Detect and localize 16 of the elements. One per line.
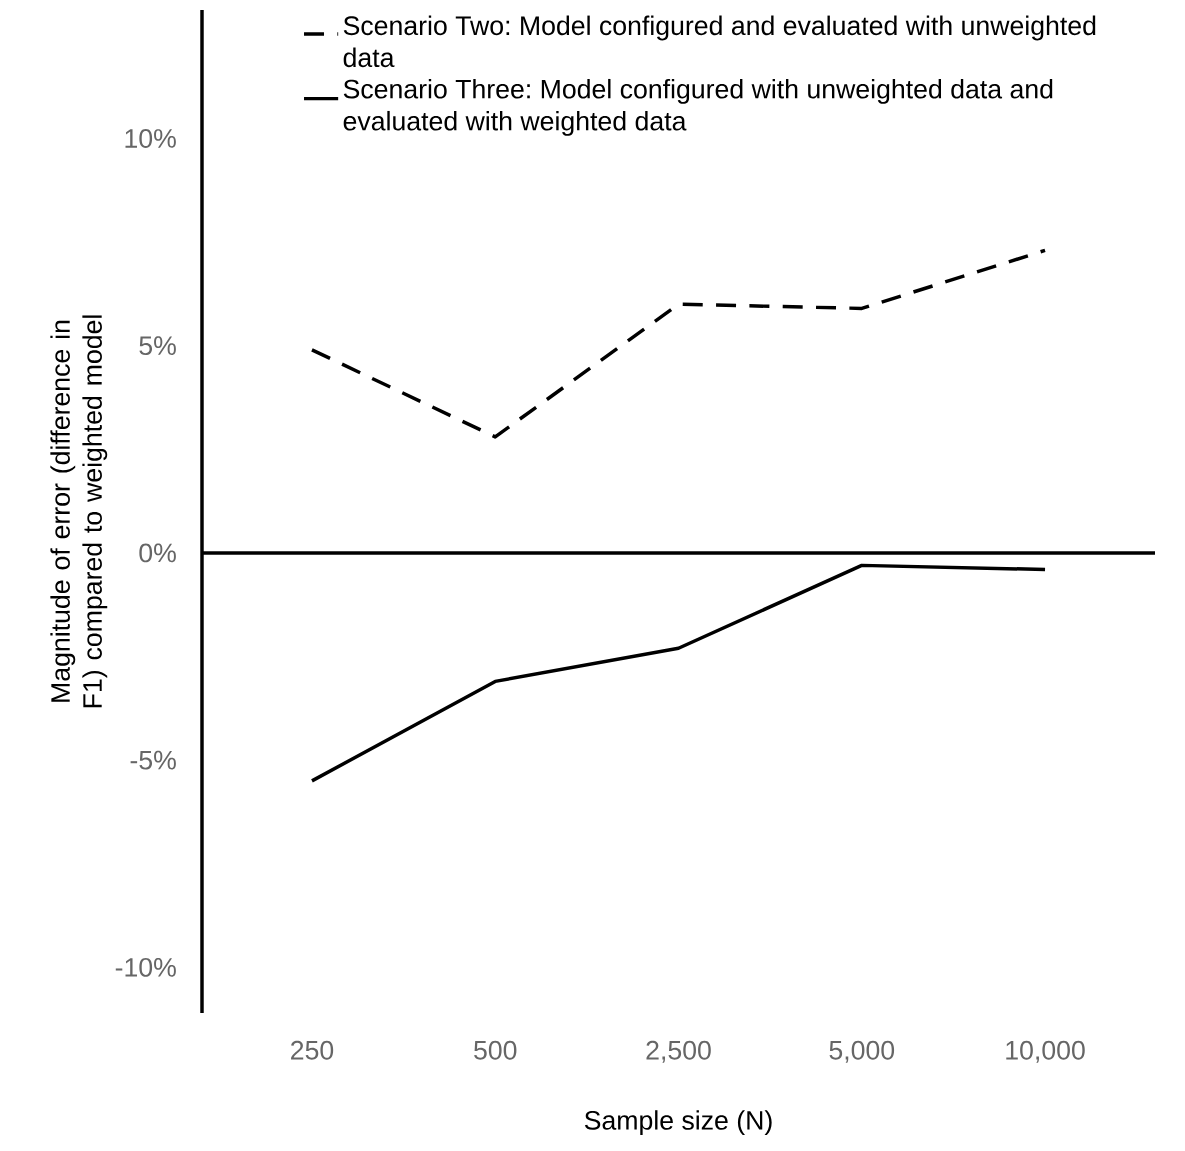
y-tick-label: -10%: [115, 957, 176, 977]
y-tick-label: 10%: [125, 129, 176, 148]
y-tick-label: -5%: [130, 750, 176, 770]
legend-label: Scenario Two: Model configured and evaluated with unweighted data: [343, 15, 1096, 68]
y-tick-label: 5%: [139, 336, 176, 356]
x-tick-label: 500: [474, 1040, 517, 1060]
y-axis-title: Magnitude of error (difference in F1) compared to weighted model: [50, 315, 108, 708]
line-series: [310, 563, 1047, 783]
x-tick-label: 2,500: [646, 1040, 711, 1063]
x-axis-title: Sample size (N): [584, 1110, 772, 1136]
x-tick-label: 10,000: [1006, 1040, 1085, 1063]
legend-label: Scenario Three: Model configured with unweighted data and evaluated with weighted data: [343, 78, 1053, 136]
x-tick-label: 5,000: [829, 1040, 895, 1063]
x-tick-label: 250: [291, 1040, 334, 1060]
line-series: [310, 248, 1047, 439]
y-tick-label: 0%: [139, 543, 176, 563]
